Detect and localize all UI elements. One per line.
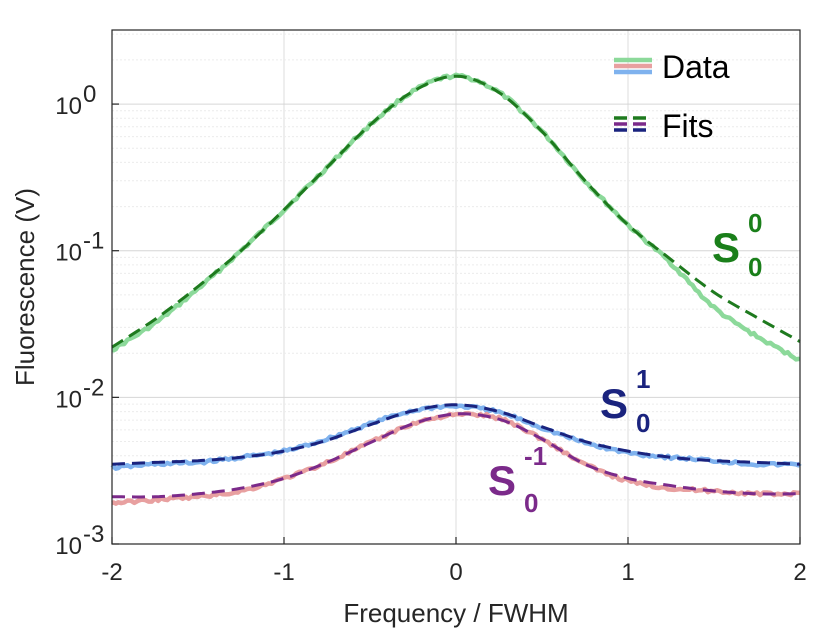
x-axis-title: Frequency / FWHM xyxy=(343,598,568,628)
x-tick-label: 2 xyxy=(793,559,806,586)
x-tick-label: 1 xyxy=(621,559,634,586)
x-tick-labels: -2 -1 0 1 2 xyxy=(101,559,806,586)
series-label-s00: S0 0 xyxy=(712,208,762,282)
series-label-s0m1: S -1 0 xyxy=(488,441,547,518)
series-label-sub: 0 xyxy=(636,408,650,438)
series-label-s01: S1 0 xyxy=(600,364,650,438)
series-label-main: S xyxy=(488,457,516,504)
legend: Data Fits xyxy=(614,49,730,144)
legend-data-label: Data xyxy=(662,49,730,85)
y-tick-label-exponent: -3 xyxy=(83,521,104,548)
series-label-sub: 0 xyxy=(748,252,762,282)
y-tick-label-exponent: 0 xyxy=(83,81,96,108)
fit-line-s00 xyxy=(111,74,801,349)
y-tick-label-exponent: -2 xyxy=(83,374,104,401)
ticks xyxy=(111,103,801,545)
fit-lines xyxy=(111,74,801,499)
series-label-sup: -1 xyxy=(524,441,547,471)
y-tick-label-exponent: -1 xyxy=(83,228,104,255)
y-tick-label-base: 10 xyxy=(55,240,82,267)
x-tick-label: 0 xyxy=(449,559,462,586)
series-label-sup: 0 xyxy=(748,208,762,238)
y-tick-label: 10 -3 xyxy=(55,521,104,560)
y-tick-label-base: 10 xyxy=(55,386,82,413)
x-tick-label: -2 xyxy=(101,559,122,586)
series-label-sub: 0 xyxy=(524,488,538,518)
fit-line-s0m1 xyxy=(111,412,800,499)
y-axis-title: Fluorescence (V) xyxy=(10,188,40,386)
series-label-sup: 1 xyxy=(636,364,650,394)
y-tick-label-base: 10 xyxy=(55,533,82,560)
y-tick-label-base: 10 xyxy=(55,93,82,120)
data-line-s0m1 xyxy=(111,410,801,506)
fit-line-s01 xyxy=(111,403,801,466)
y-tick-label: 10 -1 xyxy=(55,228,104,267)
legend-fits-label: Fits xyxy=(662,108,714,144)
series-label-main: S xyxy=(600,380,628,427)
x-tick-label: -1 xyxy=(273,559,294,586)
y-tick-label: 10 0 xyxy=(55,81,96,120)
y-tick-label: 10 -2 xyxy=(55,374,104,413)
series-label-main: S xyxy=(712,224,740,271)
